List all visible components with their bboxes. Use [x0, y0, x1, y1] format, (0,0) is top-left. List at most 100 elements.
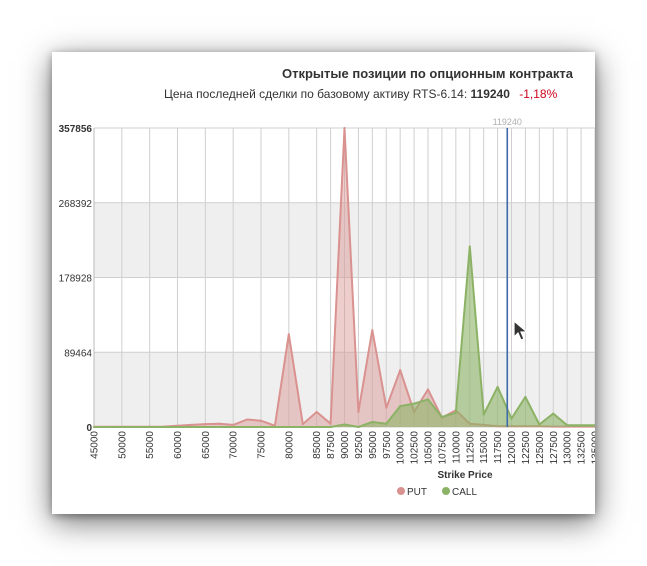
- x-tick-label: 135000: [591, 431, 596, 465]
- x-tick-label: 110000: [451, 431, 462, 464]
- chart-subtitle: Цена последней сделки по базовому активу…: [164, 87, 557, 101]
- x-tick-label: 107500: [437, 431, 448, 465]
- data-point-put: [427, 388, 429, 391]
- data-point-put: [260, 419, 262, 422]
- data-point-call: [134, 426, 137, 428]
- data-point-call: [371, 420, 374, 423]
- x-tick-label: 132500: [577, 431, 588, 465]
- x-tick-label: 92500: [354, 431, 365, 459]
- data-point-put: [190, 423, 193, 426]
- data-point-call: [385, 422, 388, 425]
- y-tick-label: 0: [86, 423, 92, 434]
- x-tick-label: 75000: [257, 431, 268, 459]
- x-tick-label: 50000: [117, 431, 128, 459]
- x-tick-label: 115000: [479, 431, 490, 464]
- x-tick-label: 117500: [493, 431, 504, 464]
- series-area-call: [94, 246, 595, 427]
- x-tick-label: 60000: [173, 431, 184, 459]
- x-tick-label: 102500: [410, 431, 421, 465]
- data-point-put: [232, 423, 235, 426]
- chart-title: Открытые позиции по опционным контракта: [282, 66, 573, 81]
- data-point-put: [301, 423, 304, 426]
- data-point-call: [510, 417, 513, 420]
- data-point-put: [357, 410, 360, 413]
- legend-item-put: PUT: [407, 487, 427, 498]
- x-tick-label: 125000: [535, 431, 546, 465]
- last-price: 119240: [470, 87, 510, 101]
- x-tick-label: 122500: [521, 431, 532, 465]
- data-point-call: [176, 426, 179, 428]
- data-point-put: [399, 369, 402, 372]
- x-tick-label: 112500: [465, 431, 476, 464]
- options-chart: 119240 0 89464 178928 268392 357856 45000 50000…: [59, 117, 596, 498]
- x-tick-label: 45000: [90, 431, 101, 459]
- data-point-call: [440, 415, 443, 418]
- price-change: -1,18%: [519, 87, 558, 101]
- x-tick-label: 65000: [201, 431, 212, 459]
- data-point-call: [273, 426, 276, 428]
- x-tick-label: 100000: [396, 431, 407, 465]
- x-tick-label: 95000: [368, 431, 379, 459]
- subtitle-prefix: Цена последней сделки по базовому активу…: [164, 87, 468, 101]
- data-point-call: [580, 424, 583, 427]
- data-point-put: [329, 422, 332, 425]
- x-tick-label: 120000: [507, 431, 518, 465]
- data-point-call: [496, 385, 499, 388]
- data-point-call: [148, 426, 151, 428]
- data-point-call: [357, 426, 360, 428]
- data-point-call: [204, 426, 207, 428]
- data-point-call: [454, 411, 457, 414]
- y-tick-label: 268392: [59, 199, 93, 210]
- price-marker-label: 119240: [493, 117, 522, 127]
- data-point-call: [232, 426, 235, 428]
- x-tick-label: 97500: [382, 431, 393, 459]
- data-point-call: [246, 426, 249, 428]
- data-point-call: [315, 426, 318, 428]
- data-point-put: [204, 423, 207, 426]
- data-point-call: [218, 426, 221, 428]
- data-point-call: [329, 426, 332, 428]
- x-tick-label: 80000: [284, 431, 295, 459]
- x-tick-label: 90000: [340, 431, 351, 459]
- data-point-put: [371, 329, 374, 332]
- data-point-put: [315, 410, 318, 413]
- data-point-call: [482, 413, 485, 416]
- x-tick-label: 85000: [312, 431, 323, 459]
- data-point-call: [427, 398, 429, 401]
- x-tick-label: 87500: [326, 431, 337, 459]
- x-tick-label: 127500: [549, 431, 560, 465]
- data-point-call: [399, 405, 402, 408]
- data-point-put: [385, 406, 388, 409]
- data-point-call: [468, 245, 471, 248]
- x-tick-label: 105000: [424, 431, 435, 465]
- mouse-cursor-icon: [513, 320, 529, 341]
- data-point-call: [301, 426, 304, 428]
- x-tick-label: 55000: [145, 431, 156, 459]
- data-point-call: [413, 402, 416, 405]
- data-point-call: [594, 424, 595, 427]
- legend-marker-call: [442, 487, 450, 495]
- y-tick-label: 89464: [64, 348, 92, 359]
- x-tick-label: 70000: [229, 431, 240, 459]
- data-point-call: [287, 426, 290, 428]
- data-point-call: [566, 424, 569, 427]
- data-point-call: [552, 412, 555, 415]
- data-point-call: [260, 426, 262, 428]
- series-area-put: [94, 128, 595, 427]
- legend-marker-put: [397, 487, 405, 495]
- y-tick-label: 357856: [59, 124, 93, 135]
- data-point-put: [218, 422, 221, 425]
- y-tick-label: 178928: [59, 274, 93, 285]
- data-point-put: [343, 127, 346, 129]
- chart-card: Открытые позиции по опционным контракта …: [52, 52, 595, 514]
- data-point-call: [524, 395, 527, 398]
- data-point-put: [246, 418, 249, 421]
- data-point-call: [120, 426, 123, 428]
- x-tick-label: 130000: [563, 431, 574, 465]
- data-point-call: [190, 426, 193, 428]
- data-point-call: [343, 423, 346, 426]
- data-point-put: [287, 333, 290, 336]
- data-point-call: [106, 426, 109, 428]
- data-point-call: [162, 426, 165, 428]
- data-point-call: [93, 426, 95, 428]
